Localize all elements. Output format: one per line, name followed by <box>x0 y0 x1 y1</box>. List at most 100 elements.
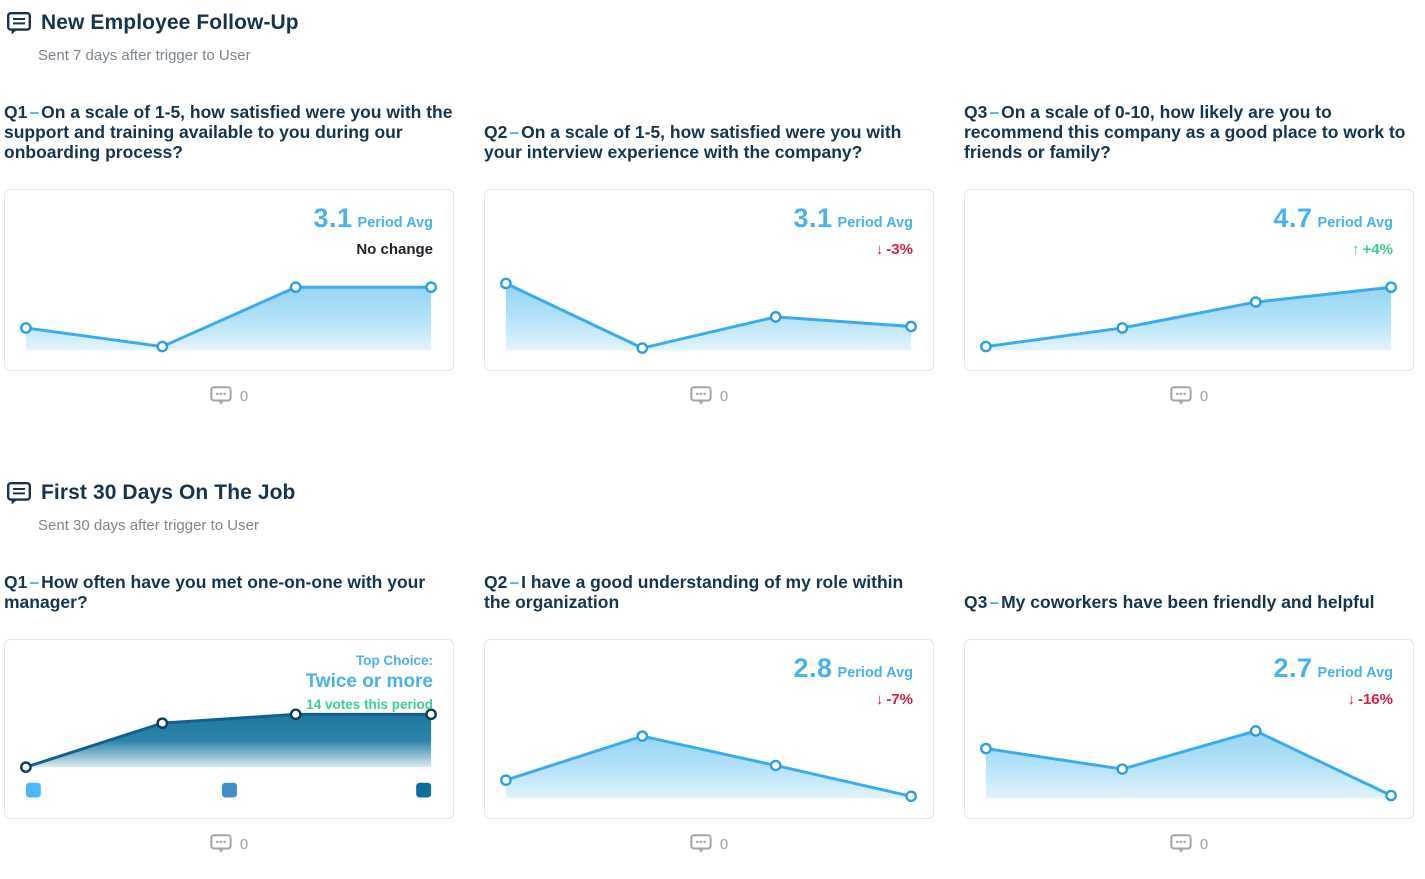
comment-count: 0 <box>239 835 249 853</box>
question-column-s2-q1: Q1– How often have you met one-on-one wit… <box>4 570 454 856</box>
question-text: My coworkers have been friendly and help… <box>1001 592 1375 612</box>
comment-count: 0 <box>719 835 729 853</box>
change-indicator: ↓ -7% <box>875 691 913 708</box>
question-text: I have a good understanding of my role w… <box>484 572 904 612</box>
question-column-s2-q3: Q3– My coworkers have been friendly and h… <box>964 570 1414 856</box>
question-label: Q2 <box>484 572 508 592</box>
chart-card[interactable]: 2.8 Period Avg ↓ -7% <box>484 639 934 819</box>
comments-button[interactable]: 0 <box>484 384 934 408</box>
question-text: On a scale of 0-10, how likely are you t… <box>964 102 1406 162</box>
section-header: New Employee Follow-Up <box>4 8 1414 38</box>
period-avg-value: 3.1 <box>793 203 833 233</box>
top-choice-value: Twice or more <box>305 671 433 692</box>
period-avg-value: 3.1 <box>313 203 353 233</box>
question-title: Q2– On a scale of 1-5, how satisfied were… <box>484 100 934 162</box>
question-title: Q3– My coworkers have been friendly and h… <box>964 570 1414 612</box>
stat-block: 3.1 Period Avg ↓ -3% <box>793 203 913 258</box>
question-dash: – <box>29 572 40 592</box>
question-title: Q3– On a scale of 0-10, how likely are yo… <box>964 100 1414 162</box>
comment-count: 0 <box>1199 835 1209 853</box>
comments-button[interactable]: 0 <box>484 832 934 856</box>
comment-icon <box>1170 834 1192 854</box>
period-avg-label: Period Avg <box>1317 665 1393 681</box>
question-dash: – <box>509 122 520 142</box>
page: New Employee Follow-Up Sent 7 days after… <box>4 0 1414 856</box>
sparkline-chart <box>965 190 1413 370</box>
comment-count: 0 <box>1199 387 1209 405</box>
chart-card[interactable]: Top Choice: Twice or more 14 votes this … <box>4 639 454 819</box>
question-column-s1-q1: Q1– On a scale of 1-5, how satisfied were… <box>4 100 454 408</box>
comment-icon <box>210 834 232 854</box>
comments-button[interactable]: 0 <box>964 832 1414 856</box>
question-column-s2-q2: Q2– I have a good understanding of my rol… <box>484 570 934 856</box>
comment-count: 0 <box>239 387 249 405</box>
question-grid: Q1– How often have you met one-on-one wit… <box>4 570 1414 856</box>
question-dash: – <box>509 572 520 592</box>
stat-block: 3.1 Period Avg No change <box>313 203 433 258</box>
section-first-30-days: First 30 Days On The Job Sent 30 days af… <box>4 478 1414 856</box>
period-avg-value: 2.7 <box>1273 653 1313 683</box>
question-grid: Q1– On a scale of 1-5, how satisfied were… <box>4 100 1414 408</box>
comment-icon <box>690 834 712 854</box>
comment-icon <box>690 386 712 406</box>
chart-card[interactable]: 4.7 Period Avg ↑ +4% <box>964 189 1414 371</box>
change-indicator: ↓ -3% <box>875 241 913 258</box>
question-label: Q2 <box>484 122 508 142</box>
question-text: On a scale of 1-5, how satisfied were yo… <box>4 102 453 162</box>
question-label: Q1 <box>4 102 28 122</box>
question-title: Q1– How often have you met one-on-one wit… <box>4 570 454 612</box>
comments-button[interactable]: 0 <box>4 384 454 408</box>
survey-bubble-icon <box>7 11 31 35</box>
top-choice-label: Top Choice: <box>356 653 433 668</box>
comment-icon <box>210 386 232 406</box>
question-dash: – <box>29 102 40 122</box>
stat-block: 2.8 Period Avg ↓ -7% <box>793 653 913 708</box>
question-label: Q3 <box>964 102 988 122</box>
votes-count: 14 votes this period <box>306 697 433 712</box>
sparkline-chart <box>5 640 453 818</box>
question-title: Q1– On a scale of 1-5, how satisfied were… <box>4 100 454 162</box>
change-indicator: No change <box>356 241 433 258</box>
section-subtitle: Sent 7 days after trigger to User <box>38 47 251 64</box>
question-dash: – <box>989 592 1000 612</box>
question-text: How often have you met one-on-one with y… <box>4 572 426 612</box>
period-avg-label: Period Avg <box>837 215 913 231</box>
question-label: Q1 <box>4 572 28 592</box>
chart-card[interactable]: 2.7 Period Avg ↓ -16% <box>964 639 1414 819</box>
sparkline-chart <box>485 190 933 370</box>
question-dash: – <box>989 102 1000 122</box>
sparkline-chart <box>485 640 933 818</box>
comment-icon <box>1170 386 1192 406</box>
sparkline-chart <box>5 190 453 370</box>
arrow-down-icon: ↓ <box>875 241 884 258</box>
chart-card[interactable]: 3.1 Period Avg ↓ -3% <box>484 189 934 371</box>
question-column-s1-q3: Q3– On a scale of 0-10, how likely are yo… <box>964 100 1414 408</box>
stat-block: 2.7 Period Avg ↓ -16% <box>1273 653 1393 708</box>
period-avg-value: 2.8 <box>793 653 833 683</box>
period-avg-label: Period Avg <box>837 665 913 681</box>
change-indicator: ↑ +4% <box>1352 241 1393 258</box>
section-title: First 30 Days On The Job <box>41 481 296 504</box>
question-text: On a scale of 1-5, how satisfied were yo… <box>484 122 902 162</box>
question-label: Q3 <box>964 592 988 612</box>
section-header: First 30 Days On The Job <box>4 478 1414 508</box>
period-avg-label: Period Avg <box>1317 215 1393 231</box>
sparkline-chart <box>965 640 1413 818</box>
comments-button[interactable]: 0 <box>4 832 454 856</box>
comments-button[interactable]: 0 <box>964 384 1414 408</box>
question-title: Q2– I have a good understanding of my rol… <box>484 570 934 612</box>
arrow-up-icon: ↑ <box>1352 241 1360 258</box>
survey-bubble-icon <box>7 481 31 505</box>
arrow-down-icon: ↓ <box>1347 691 1355 708</box>
arrow-down-icon: ↓ <box>875 691 884 708</box>
section-subtitle: Sent 30 days after trigger to User <box>38 517 259 534</box>
comment-count: 0 <box>719 387 729 405</box>
stat-block: 4.7 Period Avg ↑ +4% <box>1273 203 1393 258</box>
period-avg-value: 4.7 <box>1273 203 1313 233</box>
change-indicator: ↓ -16% <box>1347 691 1393 708</box>
section-new-employee-follow-up: New Employee Follow-Up Sent 7 days after… <box>4 8 1414 408</box>
question-column-s1-q2: Q2– On a scale of 1-5, how satisfied were… <box>484 100 934 408</box>
chart-card[interactable]: 3.1 Period Avg No change <box>4 189 454 371</box>
stat-block: Top Choice: Twice or more 14 votes this … <box>306 653 433 712</box>
period-avg-label: Period Avg <box>357 215 433 231</box>
